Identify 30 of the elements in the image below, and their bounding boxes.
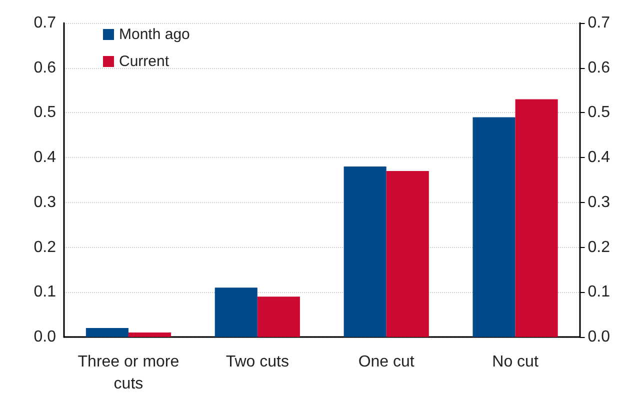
y2-tick-label: 0.4 [588, 149, 610, 166]
y2-tick-label: 0.6 [588, 59, 610, 76]
y-tick-label: 0.3 [34, 194, 56, 211]
bar [344, 166, 386, 337]
bar [86, 328, 128, 337]
x-tick-label: Three or more cuts [78, 354, 180, 392]
y-tick-label: 0.7 [34, 14, 56, 32]
x-tick-label: No cut [492, 354, 539, 370]
y2-tick-label: 0.0 [588, 328, 610, 346]
legend-label: Month ago [119, 26, 190, 43]
y-tick-label: 0.5 [34, 104, 56, 122]
y2-tick-label: 0.2 [588, 238, 610, 256]
y-tick-label: 0.1 [34, 284, 56, 301]
bar [128, 332, 172, 337]
y-tick-label: 0.4 [34, 149, 56, 166]
bar [515, 99, 558, 337]
y-tick-label: 0.0 [34, 328, 56, 346]
y2-tick-label: 0.5 [588, 104, 610, 122]
legend-label: Current [119, 53, 170, 70]
y-tick-label: 0.6 [34, 59, 56, 76]
x-tick-label: One cut [358, 354, 415, 370]
y-tick-label: 0.2 [34, 238, 56, 256]
y2-tick-label: 0.3 [588, 194, 610, 211]
y2-tick-label: 0.1 [588, 284, 610, 301]
y2-tick-label: 0.7 [588, 14, 610, 32]
bar [214, 288, 258, 337]
bar [386, 171, 429, 337]
x-tick-label: Two cuts [226, 354, 289, 370]
bar [257, 296, 300, 337]
bar [472, 117, 516, 337]
